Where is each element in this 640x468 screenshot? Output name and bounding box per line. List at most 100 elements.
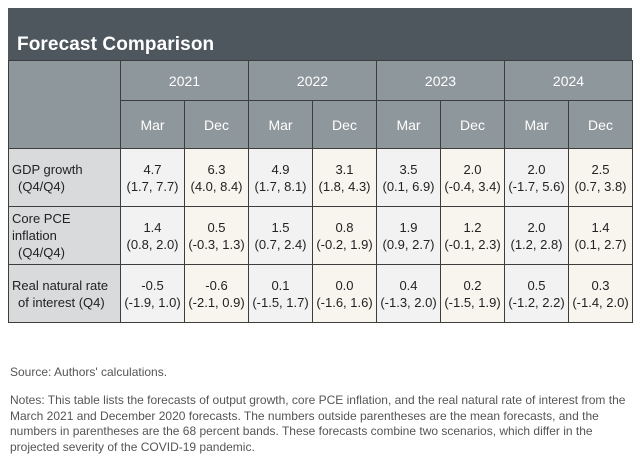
header-corner bbox=[8, 60, 121, 149]
month-header: Dec bbox=[184, 100, 249, 149]
band-value: (-1.3, 2.0) bbox=[380, 294, 437, 310]
mean-value: 0.5 bbox=[207, 219, 226, 235]
band-value: (0.1, 6.9) bbox=[382, 178, 435, 194]
band-value: (-1.5, 1.7) bbox=[252, 294, 309, 310]
mean-value: -0.5 bbox=[141, 277, 164, 293]
band-value: (1.7, 8.1) bbox=[254, 178, 307, 194]
table-row: Real natural rate of interest (Q4) -0.5 (-1… bbox=[8, 264, 633, 323]
forecast-cell: 1.2 (-0.1, 2.3) bbox=[440, 206, 505, 265]
band-value: (1.2, 2.8) bbox=[510, 236, 563, 252]
forecast-cell: 2.0 (-0.4, 3.4) bbox=[440, 148, 505, 207]
band-value: (-2.1, 0.9) bbox=[188, 294, 245, 310]
forecast-cell: 4.9 (1.7, 8.1) bbox=[248, 148, 313, 207]
forecast-cell: -0.6 (-2.1, 0.9) bbox=[184, 264, 249, 323]
mean-value: 1.4 bbox=[143, 219, 162, 235]
band-value: (0.8, 2.0) bbox=[126, 236, 179, 252]
mean-value: 1.9 bbox=[399, 219, 418, 235]
mean-value: 6.3 bbox=[207, 161, 226, 177]
row-label-line2: (Q4/Q4) bbox=[18, 245, 65, 260]
row-label: Real natural rate of interest (Q4) bbox=[8, 264, 121, 323]
forecast-cell: 4.7 (1.7, 7.7) bbox=[120, 148, 185, 207]
band-value: (0.7, 3.8) bbox=[574, 178, 627, 194]
year-header: 2023 bbox=[376, 60, 505, 101]
forecast-cell: 0.0 (-1.6, 1.6) bbox=[312, 264, 377, 323]
mean-value: 2.0 bbox=[463, 161, 482, 177]
forecast-cell: 0.1 (-1.5, 1.7) bbox=[248, 264, 313, 323]
band-value: (-1.6, 1.6) bbox=[316, 294, 373, 310]
mean-value: 2.0 bbox=[527, 219, 546, 235]
mean-value: 4.7 bbox=[143, 161, 162, 177]
mean-value: 1.2 bbox=[463, 219, 482, 235]
forecast-cell: 1.5 (0.7, 2.4) bbox=[248, 206, 313, 265]
table-notes: Notes: This table lists the forecasts of… bbox=[10, 393, 626, 454]
band-value: (0.1, 2.7) bbox=[574, 236, 627, 252]
forecast-table: 2021 2022 2023 2024 Mar Dec Mar Dec Mar … bbox=[8, 60, 633, 323]
month-header: Mar bbox=[248, 100, 313, 149]
forecast-cell: 0.5 (-0.3, 1.3) bbox=[184, 206, 249, 265]
band-value: (0.9, 2.7) bbox=[382, 236, 435, 252]
forecast-table-container: Forecast Comparison 2021 2022 2023 2024 … bbox=[8, 8, 633, 323]
mean-value: 1.4 bbox=[591, 219, 610, 235]
forecast-cell: 3.1 (1.8, 4.3) bbox=[312, 148, 377, 207]
month-header: Mar bbox=[120, 100, 185, 149]
forecast-cell: 1.9 (0.9, 2.7) bbox=[376, 206, 441, 265]
band-value: (1.7, 7.7) bbox=[126, 178, 179, 194]
mean-value: 0.1 bbox=[271, 277, 290, 293]
row-label-line1: GDP growth bbox=[12, 161, 83, 177]
forecast-cell: 0.5 (-1.2, 2.2) bbox=[504, 264, 569, 323]
forecast-cell: 1.4 (0.8, 2.0) bbox=[120, 206, 185, 265]
table-row: Core PCE inflation (Q4/Q4) 1.4 (0.8, 2.0) 0.… bbox=[8, 206, 633, 265]
mean-value: 1.5 bbox=[271, 219, 290, 235]
band-value: (1.8, 4.3) bbox=[318, 178, 371, 194]
year-header: 2022 bbox=[248, 60, 377, 101]
band-value: (-0.3, 1.3) bbox=[188, 236, 245, 252]
year-header: 2024 bbox=[504, 60, 633, 101]
mean-value: 2.0 bbox=[527, 161, 546, 177]
mean-value: 3.1 bbox=[335, 161, 354, 177]
row-label-line1: Core PCE inflation bbox=[12, 211, 71, 243]
mean-value: -0.6 bbox=[205, 277, 228, 293]
forecast-cell: 0.8 (-0.2, 1.9) bbox=[312, 206, 377, 265]
forecast-cell: 6.3 (4.0, 8.4) bbox=[184, 148, 249, 207]
mean-value: 0.4 bbox=[399, 277, 418, 293]
mean-value: 2.5 bbox=[591, 161, 610, 177]
forecast-cell: 2.0 (1.2, 2.8) bbox=[504, 206, 569, 265]
month-header: Dec bbox=[312, 100, 377, 149]
band-value: (-1.9, 1.0) bbox=[124, 294, 181, 310]
band-value: (-1.7, 5.6) bbox=[508, 178, 565, 194]
year-header: 2021 bbox=[120, 60, 249, 101]
forecast-cell: 2.5 (0.7, 3.8) bbox=[568, 148, 633, 207]
forecast-cell: 0.4 (-1.3, 2.0) bbox=[376, 264, 441, 323]
month-header: Mar bbox=[504, 100, 569, 149]
band-value: (-0.4, 3.4) bbox=[444, 178, 501, 194]
band-value: (-0.1, 2.3) bbox=[444, 236, 501, 252]
mean-value: 0.3 bbox=[591, 277, 610, 293]
mean-value: 4.9 bbox=[271, 161, 290, 177]
row-label-line1: Real natural rate bbox=[12, 277, 109, 293]
band-value: (-0.2, 1.9) bbox=[316, 236, 373, 252]
row-label-line2: of interest (Q4) bbox=[18, 294, 105, 310]
source-note: Source: Authors' calculations. bbox=[10, 365, 168, 379]
month-header: Dec bbox=[568, 100, 633, 149]
mean-value: 0.5 bbox=[527, 277, 546, 293]
mean-value: 0.2 bbox=[463, 277, 482, 293]
band-value: (-1.4, 2.0) bbox=[572, 294, 629, 310]
band-value: (0.7, 2.4) bbox=[254, 236, 307, 252]
band-value: (-1.5, 1.9) bbox=[444, 294, 501, 310]
mean-value: 0.8 bbox=[335, 219, 354, 235]
forecast-cell: 3.5 (0.1, 6.9) bbox=[376, 148, 441, 207]
forecast-cell: 0.3 (-1.4, 2.0) bbox=[568, 264, 633, 323]
table-title: Forecast Comparison bbox=[8, 8, 632, 60]
row-label: GDP growth (Q4/Q4) bbox=[8, 148, 121, 207]
mean-value: 3.5 bbox=[399, 161, 418, 177]
month-header: Mar bbox=[376, 100, 441, 149]
forecast-cell: 0.2 (-1.5, 1.9) bbox=[440, 264, 505, 323]
band-value: (4.0, 8.4) bbox=[190, 178, 243, 194]
band-value: (-1.2, 2.2) bbox=[508, 294, 565, 310]
forecast-cell: 2.0 (-1.7, 5.6) bbox=[504, 148, 569, 207]
table-body: GDP growth (Q4/Q4) 4.7 (1.7, 7.7) 6.3 (4.0, 8… bbox=[8, 148, 633, 323]
mean-value: 0.0 bbox=[335, 277, 354, 293]
row-label: Core PCE inflation (Q4/Q4) bbox=[8, 206, 121, 265]
table-row: GDP growth (Q4/Q4) 4.7 (1.7, 7.7) 6.3 (4.0, 8… bbox=[8, 148, 633, 207]
row-label-line2: (Q4/Q4) bbox=[18, 178, 65, 194]
